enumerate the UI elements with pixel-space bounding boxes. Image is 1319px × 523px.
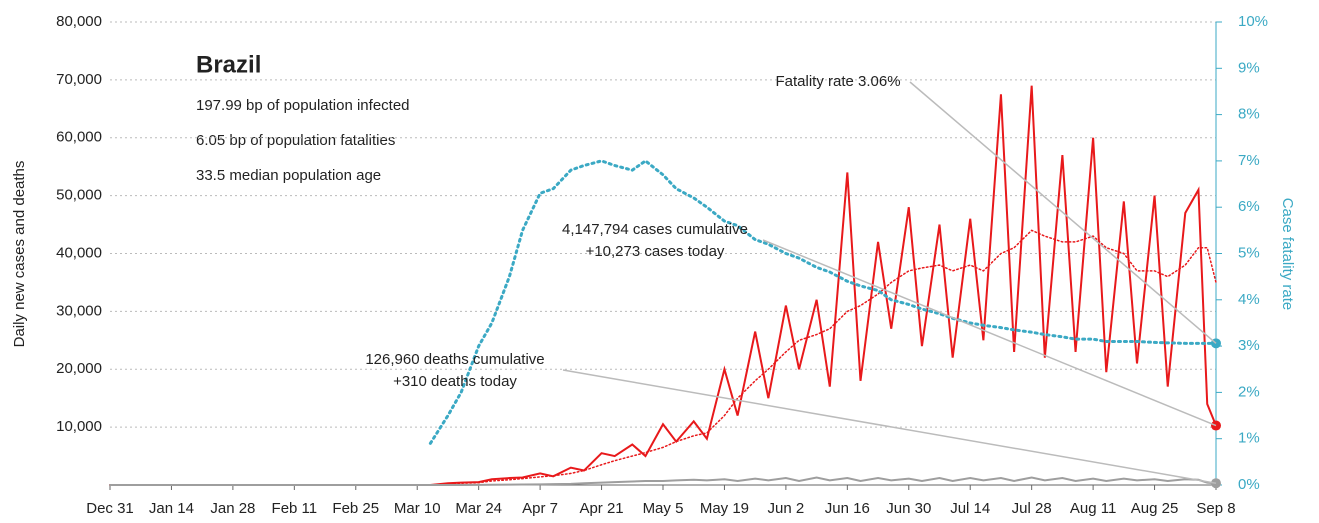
series-line xyxy=(109,476,1217,486)
x-tick-label: Dec 31 xyxy=(86,500,134,517)
y-tick-label: 40,000 xyxy=(56,244,102,261)
y2-tick-label: 5% xyxy=(1238,244,1260,261)
y-tick-label: 30,000 xyxy=(56,302,102,319)
x-tick-label: May 19 xyxy=(700,500,749,517)
y2-tick-label: 7% xyxy=(1238,152,1260,169)
x-tick-label: Jul 14 xyxy=(950,500,990,517)
subtitle: 33.5 median population age xyxy=(196,167,381,184)
y2-tick-label: 3% xyxy=(1238,337,1260,354)
annotation: 4,147,794 cases cumulative xyxy=(562,221,748,238)
y-tick-label: 70,000 xyxy=(56,71,102,88)
x-tick-label: Mar 10 xyxy=(394,500,441,517)
subtitle: 197.99 bp of population infected xyxy=(196,97,410,114)
y2-tick-label: 8% xyxy=(1238,106,1260,123)
y-tick-label: 10,000 xyxy=(56,418,102,435)
series-line xyxy=(428,159,1218,445)
x-tick-label: Apr 7 xyxy=(522,500,558,517)
y-axis-label: Daily new cases and deaths xyxy=(11,161,28,348)
x-tick-label: Apr 21 xyxy=(579,500,623,517)
x-tick-label: Mar 24 xyxy=(455,500,502,517)
annotation: +10,273 cases today xyxy=(586,243,725,260)
leader-line xyxy=(562,369,1217,484)
annotation: +310 deaths today xyxy=(393,373,517,390)
x-tick-label: Jul 28 xyxy=(1012,500,1052,517)
x-tick-label: Feb 25 xyxy=(332,500,379,517)
y-tick-label: 50,000 xyxy=(56,187,102,204)
y2-tick-label: 0% xyxy=(1238,476,1260,493)
y-tick-label: 80,000 xyxy=(56,13,102,30)
leader-line xyxy=(762,239,1217,427)
x-tick-label: Jan 14 xyxy=(149,500,194,517)
x-tick-label: Sep 8 xyxy=(1196,500,1235,517)
y-tick-label: 60,000 xyxy=(56,129,102,146)
y2-tick-label: 9% xyxy=(1238,59,1260,76)
series-line xyxy=(109,229,1217,486)
x-tick-label: Jun 2 xyxy=(768,500,805,517)
x-tick-label: Jun 30 xyxy=(886,500,931,517)
y2-tick-label: 6% xyxy=(1238,198,1260,215)
subtitle: 6.05 bp of population fatalities xyxy=(196,132,395,149)
x-tick-label: Jun 16 xyxy=(825,500,870,517)
y2-axis-label: Case fatality rate xyxy=(1279,198,1296,311)
annotation: 126,960 deaths cumulative xyxy=(365,351,544,368)
y-tick-label: 20,000 xyxy=(56,360,102,377)
y2-tick-label: 1% xyxy=(1238,430,1260,447)
chart-title: Brazil xyxy=(196,51,261,78)
y2-tick-label: 2% xyxy=(1238,383,1260,400)
x-tick-label: Feb 11 xyxy=(272,500,318,517)
y2-tick-label: 10% xyxy=(1238,13,1268,30)
x-tick-label: Jan 28 xyxy=(210,500,255,517)
x-tick-label: Aug 25 xyxy=(1131,500,1179,517)
x-tick-label: Aug 11 xyxy=(1070,500,1116,517)
leader-line xyxy=(909,81,1217,344)
x-tick-label: May 5 xyxy=(643,500,684,517)
annotation: Fatality rate 3.06% xyxy=(775,73,900,90)
y2-tick-label: 4% xyxy=(1238,291,1260,308)
